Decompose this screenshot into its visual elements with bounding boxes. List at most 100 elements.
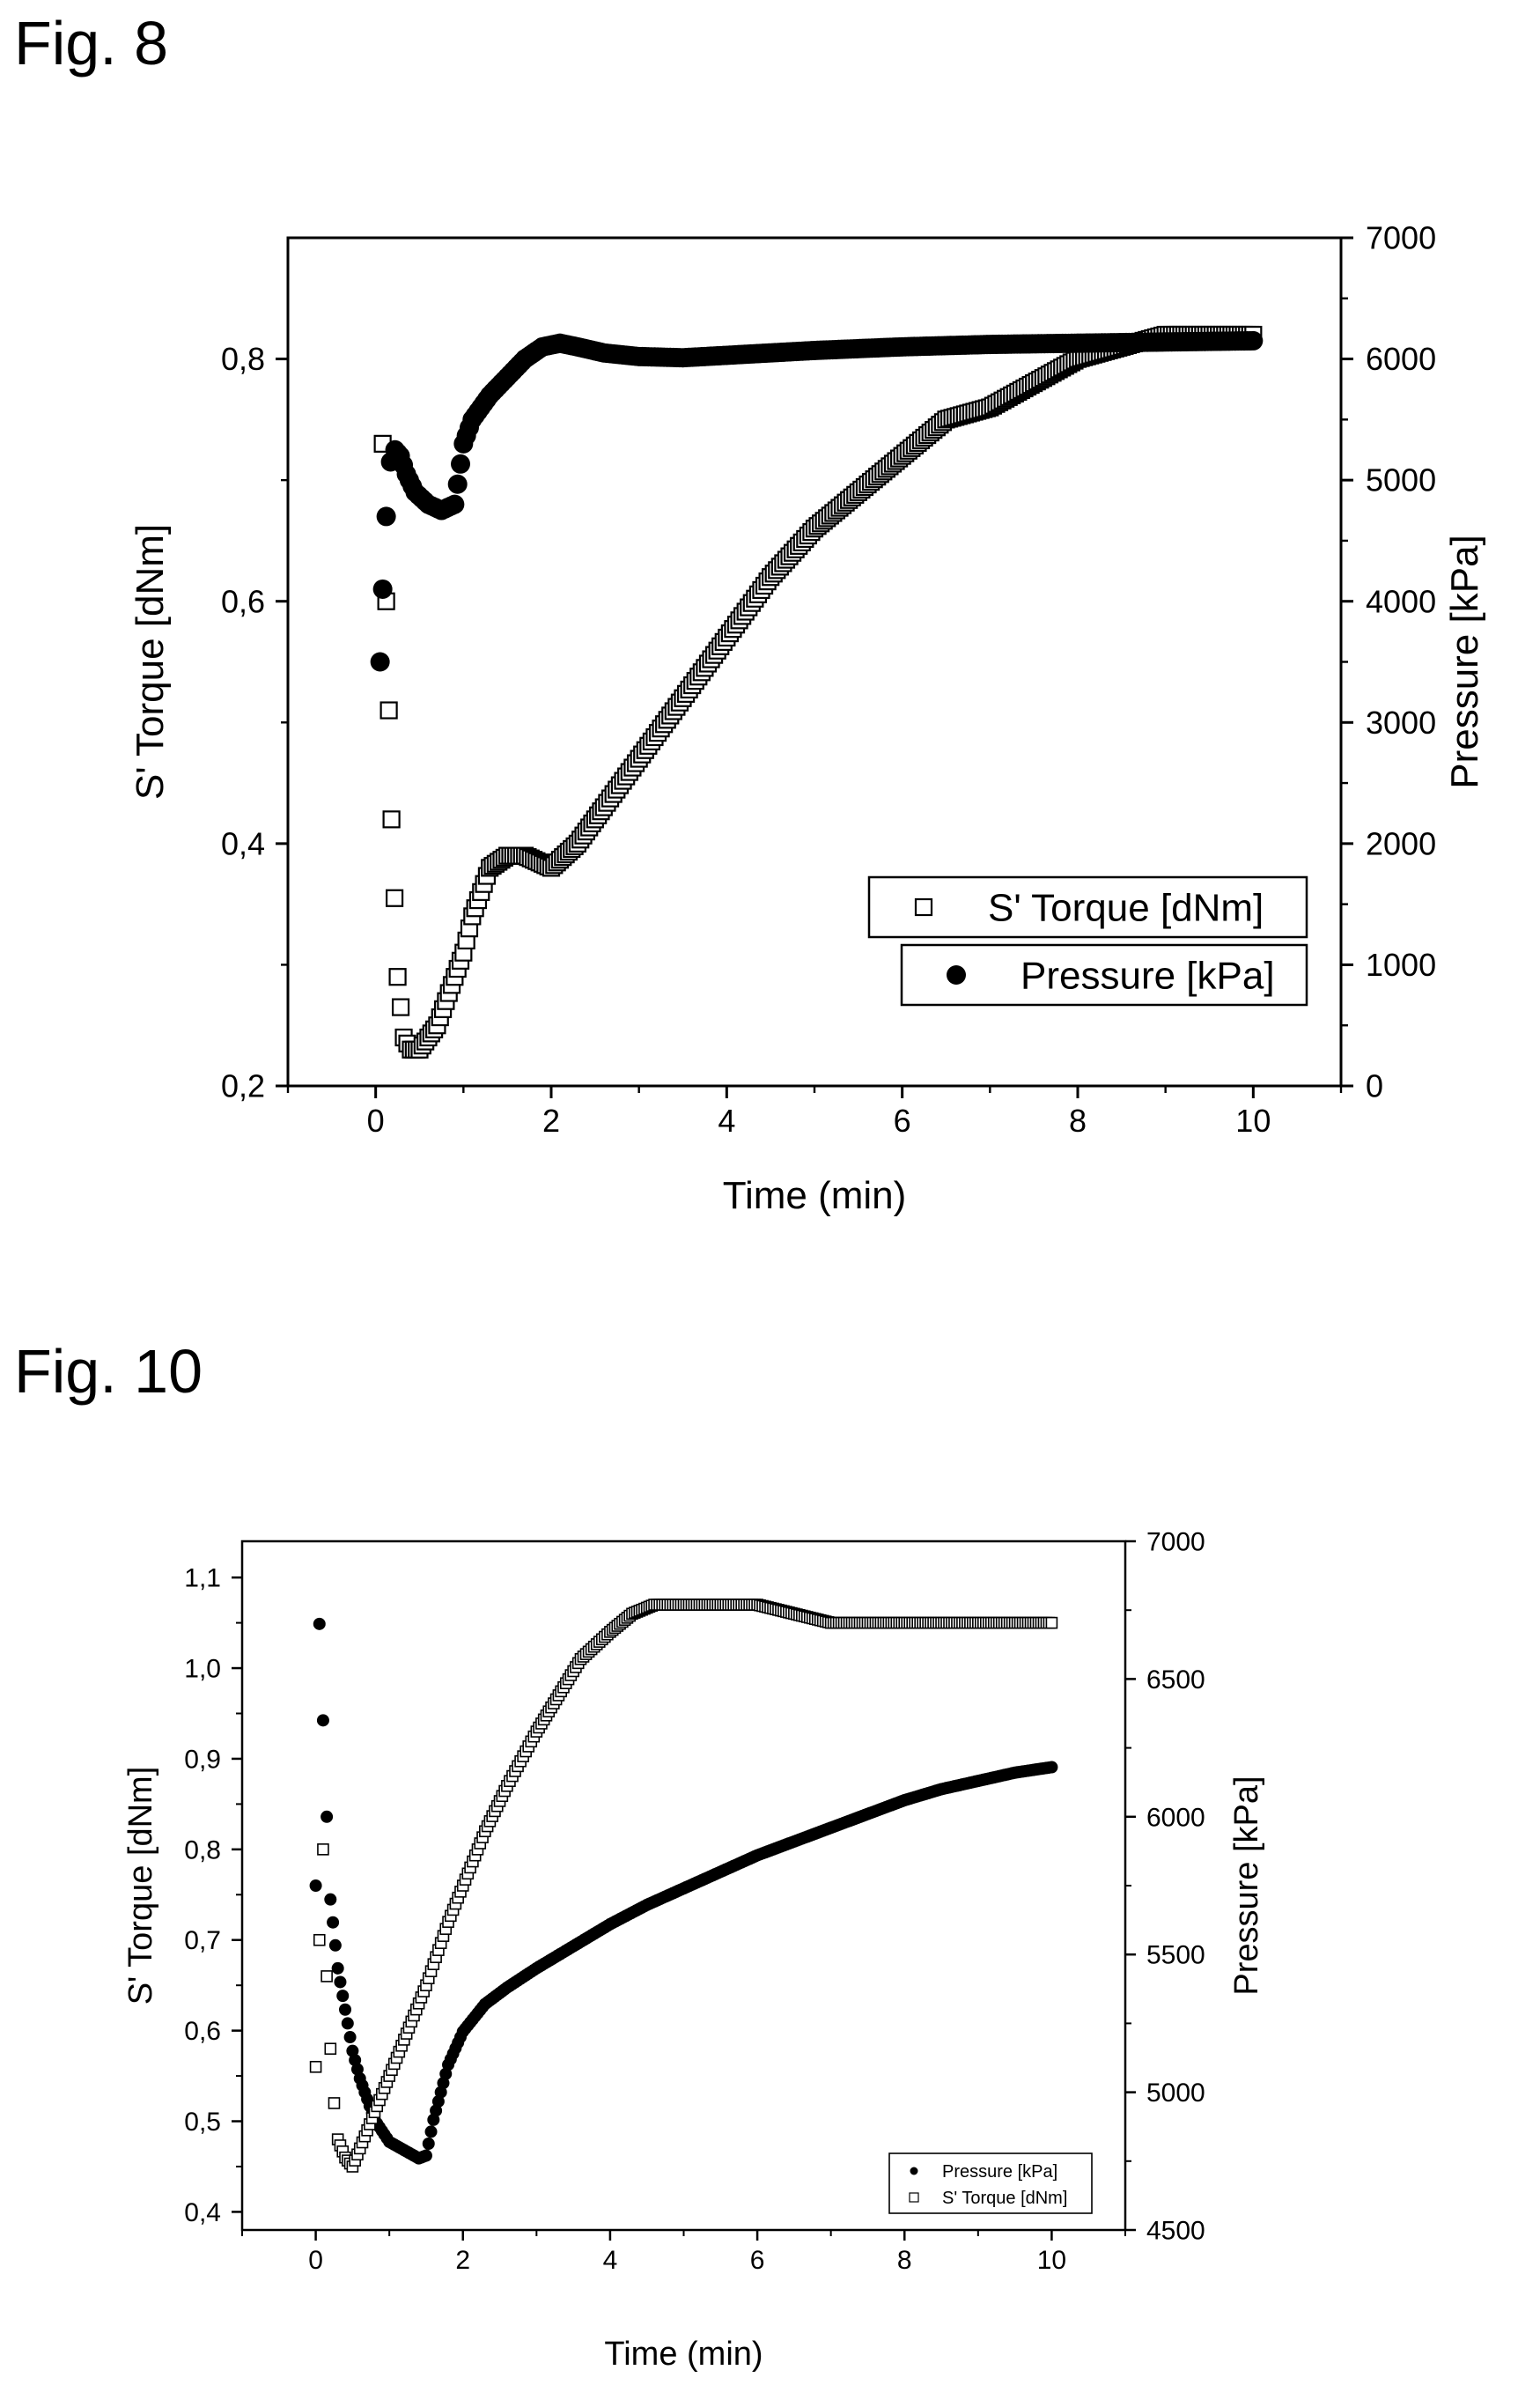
pressure-marker [313,1617,326,1630]
x-tick-label: 6 [750,2246,765,2275]
legend-item: Pressure [kPa] [910,2162,1057,2182]
pressure-marker [334,1975,347,1989]
torque-marker [385,889,404,907]
torque-marker [379,701,398,720]
y-axis-right-label: Pressure [kPa] [1443,535,1486,789]
pressure-marker [424,2125,438,2138]
legend-marker [909,2192,919,2203]
torque-marker [388,968,407,986]
torque-marker [321,1970,333,1983]
y-left-tick-label: 1,1 [184,1564,221,1593]
x-tick-label: 6 [894,1103,911,1139]
series-torque [373,325,1263,1059]
y-axis-right-label: Pressure [kPa] [1228,1776,1265,1995]
series-torque [309,1599,1058,2173]
legend-label: Pressure [kPa] [942,2162,1057,2182]
y-left-tick-label: 0,2 [221,1068,265,1104]
torque-marker [1045,1616,1058,1629]
y-left-tick-label: 0,5 [184,2108,221,2137]
legend-marker [914,897,933,917]
y-right-tick-label: 6500 [1146,1665,1205,1695]
legend-box [888,2152,1093,2214]
figure-10-chart: 0 2 4 6 8 10 0,4 0,5 0,6 0,7 0,8 0,9 1,0 1,1 4500 5000 5… [122,1528,1265,2374]
x-axis-label: Time (min) [723,1174,907,1217]
x-tick-label: 0 [367,1103,385,1139]
pressure-marker [343,2031,357,2044]
x-tick-label: 4 [718,1103,735,1139]
pressure-marker [1243,330,1264,351]
pressure-marker [341,2017,354,2030]
figure-8-chart: 0 2 4 6 8 10 0,2 0,4 0,6 0,8 0 1000 2000 3000 4000 5000… [129,220,1486,1217]
x-tick-label: 2 [455,2246,470,2275]
legend-label: S' Torque [dNm] [942,2189,1067,2208]
y-left-tick-label: 1,0 [184,1655,221,1684]
legend-item: S' Torque [dNm] [909,2189,1067,2208]
torque-marker [328,2097,341,2109]
pressure-marker [447,474,468,494]
y-right-tick-label: 5000 [1366,462,1436,498]
legend-box [867,875,1308,939]
legend-item: Pressure [kPa] [900,943,1308,1007]
y-left-tick-label: 0,8 [221,341,265,377]
y-right-tick-label: 7000 [1146,1528,1205,1557]
legend-item: S' Torque [dNm] [867,875,1308,939]
y-axis-left-label: S' Torque [dNm] [129,524,172,800]
legend-marker [910,2167,918,2175]
y-right-tick-label: 4000 [1366,583,1436,619]
y-left-tick-label: 0,6 [184,2017,221,2046]
torque-marker [391,998,410,1016]
y-right-tick-label: 6000 [1366,341,1436,377]
y-axis-left: 0,4 0,5 0,6 0,7 0,8 0,9 1,0 1,1 [184,1564,242,2227]
legend-box [900,943,1308,1007]
y-right-tick-label: 4500 [1146,2217,1205,2246]
y-right-tick-label: 1000 [1366,947,1436,983]
figure-8-label: Fig. 8 [14,9,169,78]
pressure-marker [451,454,471,474]
x-axis-label: Time (min) [604,2336,763,2373]
torque-marker [313,1933,326,1946]
y-right-tick-label: 5500 [1146,1941,1205,1970]
y-right-tick-label: 6000 [1146,1803,1205,1832]
pressure-marker [336,1990,350,2003]
y-right-tick-label: 2000 [1366,825,1436,861]
pressure-marker [372,579,393,599]
x-tick-label: 10 [1037,2246,1066,2275]
series-pressure [309,1617,1058,2165]
legend-label: Pressure [kPa] [1021,954,1275,997]
x-tick-label: 0 [308,2246,323,2275]
x-tick-label: 2 [542,1103,560,1139]
y-right-tick-label: 0 [1366,1068,1383,1104]
legend: S' Torque [dNm] Pressure [kPa] [867,875,1308,1007]
y-axis-right: 0 1000 2000 3000 4000 5000 6000 7000 [1341,220,1436,1104]
pressure-marker [309,1879,322,1892]
pressure-marker [316,1714,329,1727]
pressure-marker [422,2137,435,2150]
y-axis-right: 4500 5000 5500 6000 6500 7000 [1125,1528,1205,2246]
figure-10-label: Fig. 10 [14,1337,203,1406]
pressure-marker [1045,1761,1058,1774]
pressure-marker [321,1810,334,1823]
x-tick-label: 4 [603,2246,618,2275]
y-left-tick-label: 0,6 [221,583,265,619]
torque-marker [309,2060,322,2073]
pressure-marker [419,2149,432,2162]
y-left-tick-label: 0,7 [184,1926,221,1955]
series-pressure [370,330,1264,672]
y-left-tick-label: 0,4 [221,825,265,861]
y-left-tick-label: 0,4 [184,2198,221,2227]
y-right-tick-label: 5000 [1146,2079,1205,2108]
legend-label: S' Torque [dNm] [988,886,1264,929]
torque-marker [324,2042,337,2056]
y-left-tick-label: 0,8 [184,1835,221,1864]
torque-marker [317,1843,329,1856]
pressure-marker [370,652,390,672]
x-tick-label: 8 [897,2246,912,2275]
y-axis-left-label: S' Torque [dNm] [122,1767,159,2005]
y-right-tick-label: 7000 [1366,220,1436,256]
torque-marker [382,810,401,829]
x-axis: 0 2 4 6 8 10 [241,2230,1126,2275]
y-left-tick-label: 0,9 [184,1745,221,1774]
legend-marker [947,965,966,985]
pressure-marker [324,1893,337,1906]
pressure-marker [331,1961,344,1975]
